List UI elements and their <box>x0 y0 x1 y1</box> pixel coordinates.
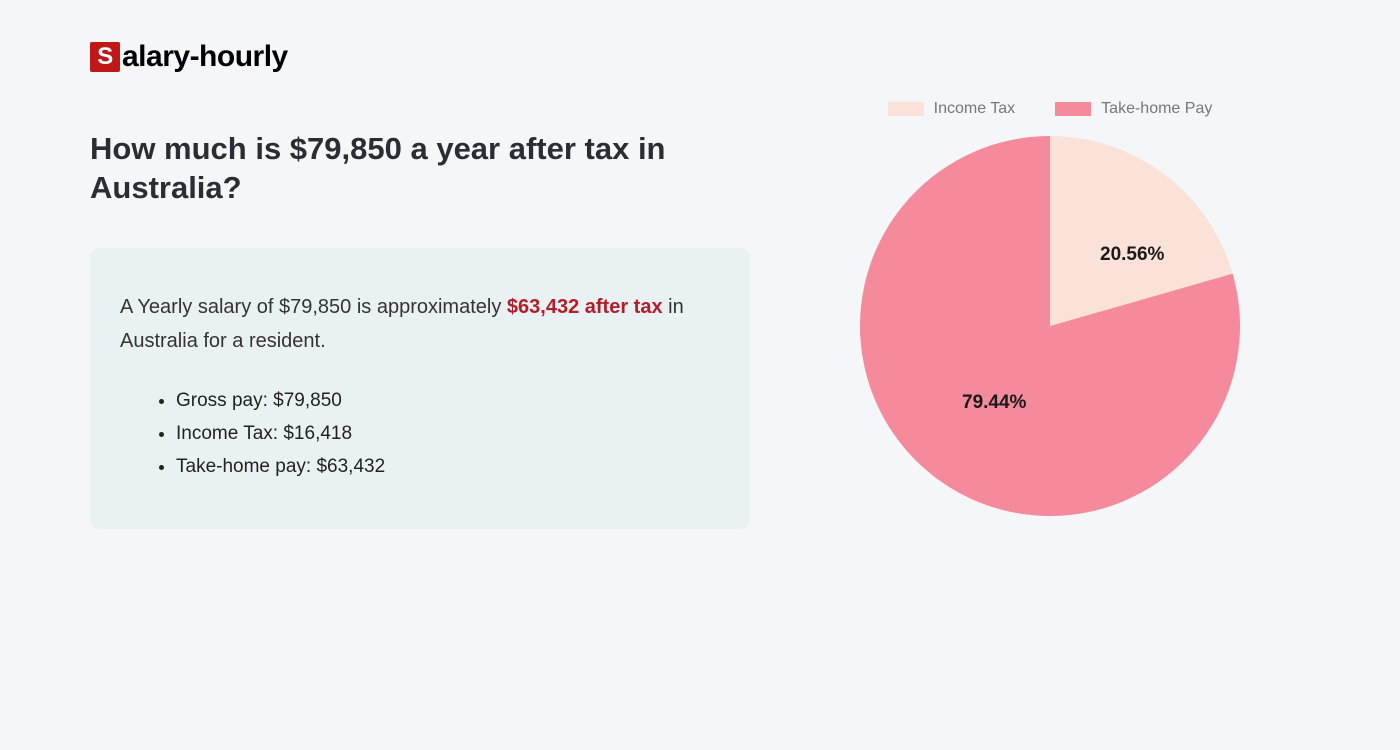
pie-chart: Income Tax Take-home Pay 20.56% 79.44% <box>820 100 1280 516</box>
legend-label: Income Tax <box>934 100 1016 118</box>
chart-legend: Income Tax Take-home Pay <box>820 100 1280 118</box>
slice-label-take-home: 79.44% <box>962 392 1026 414</box>
summary-prefix: A Yearly salary of $79,850 is approximat… <box>120 296 507 318</box>
pie-wrap: 20.56% 79.44% <box>860 136 1240 516</box>
site-logo: Salary-hourly <box>90 40 288 74</box>
logo-badge: S <box>90 42 120 72</box>
pie-svg <box>860 136 1240 516</box>
list-item: Gross pay: $79,850 <box>176 384 710 417</box>
page-title: How much is $79,850 a year after tax in … <box>90 130 750 208</box>
summary-list: Gross pay: $79,850 Income Tax: $16,418 T… <box>120 384 710 484</box>
summary-box: A Yearly salary of $79,850 is approximat… <box>90 248 750 530</box>
slice-label-income-tax: 20.56% <box>1100 244 1164 266</box>
logo-text: alary-hourly <box>122 40 288 74</box>
legend-item-income-tax: Income Tax <box>888 100 1016 118</box>
legend-swatch <box>1055 102 1091 116</box>
legend-item-take-home: Take-home Pay <box>1055 100 1212 118</box>
summary-text: A Yearly salary of $79,850 is approximat… <box>120 290 710 358</box>
legend-swatch <box>888 102 924 116</box>
list-item: Income Tax: $16,418 <box>176 417 710 450</box>
content-left: How much is $79,850 a year after tax in … <box>90 130 750 529</box>
list-item: Take-home pay: $63,432 <box>176 450 710 483</box>
legend-label: Take-home Pay <box>1101 100 1212 118</box>
summary-highlight: $63,432 after tax <box>507 296 663 318</box>
